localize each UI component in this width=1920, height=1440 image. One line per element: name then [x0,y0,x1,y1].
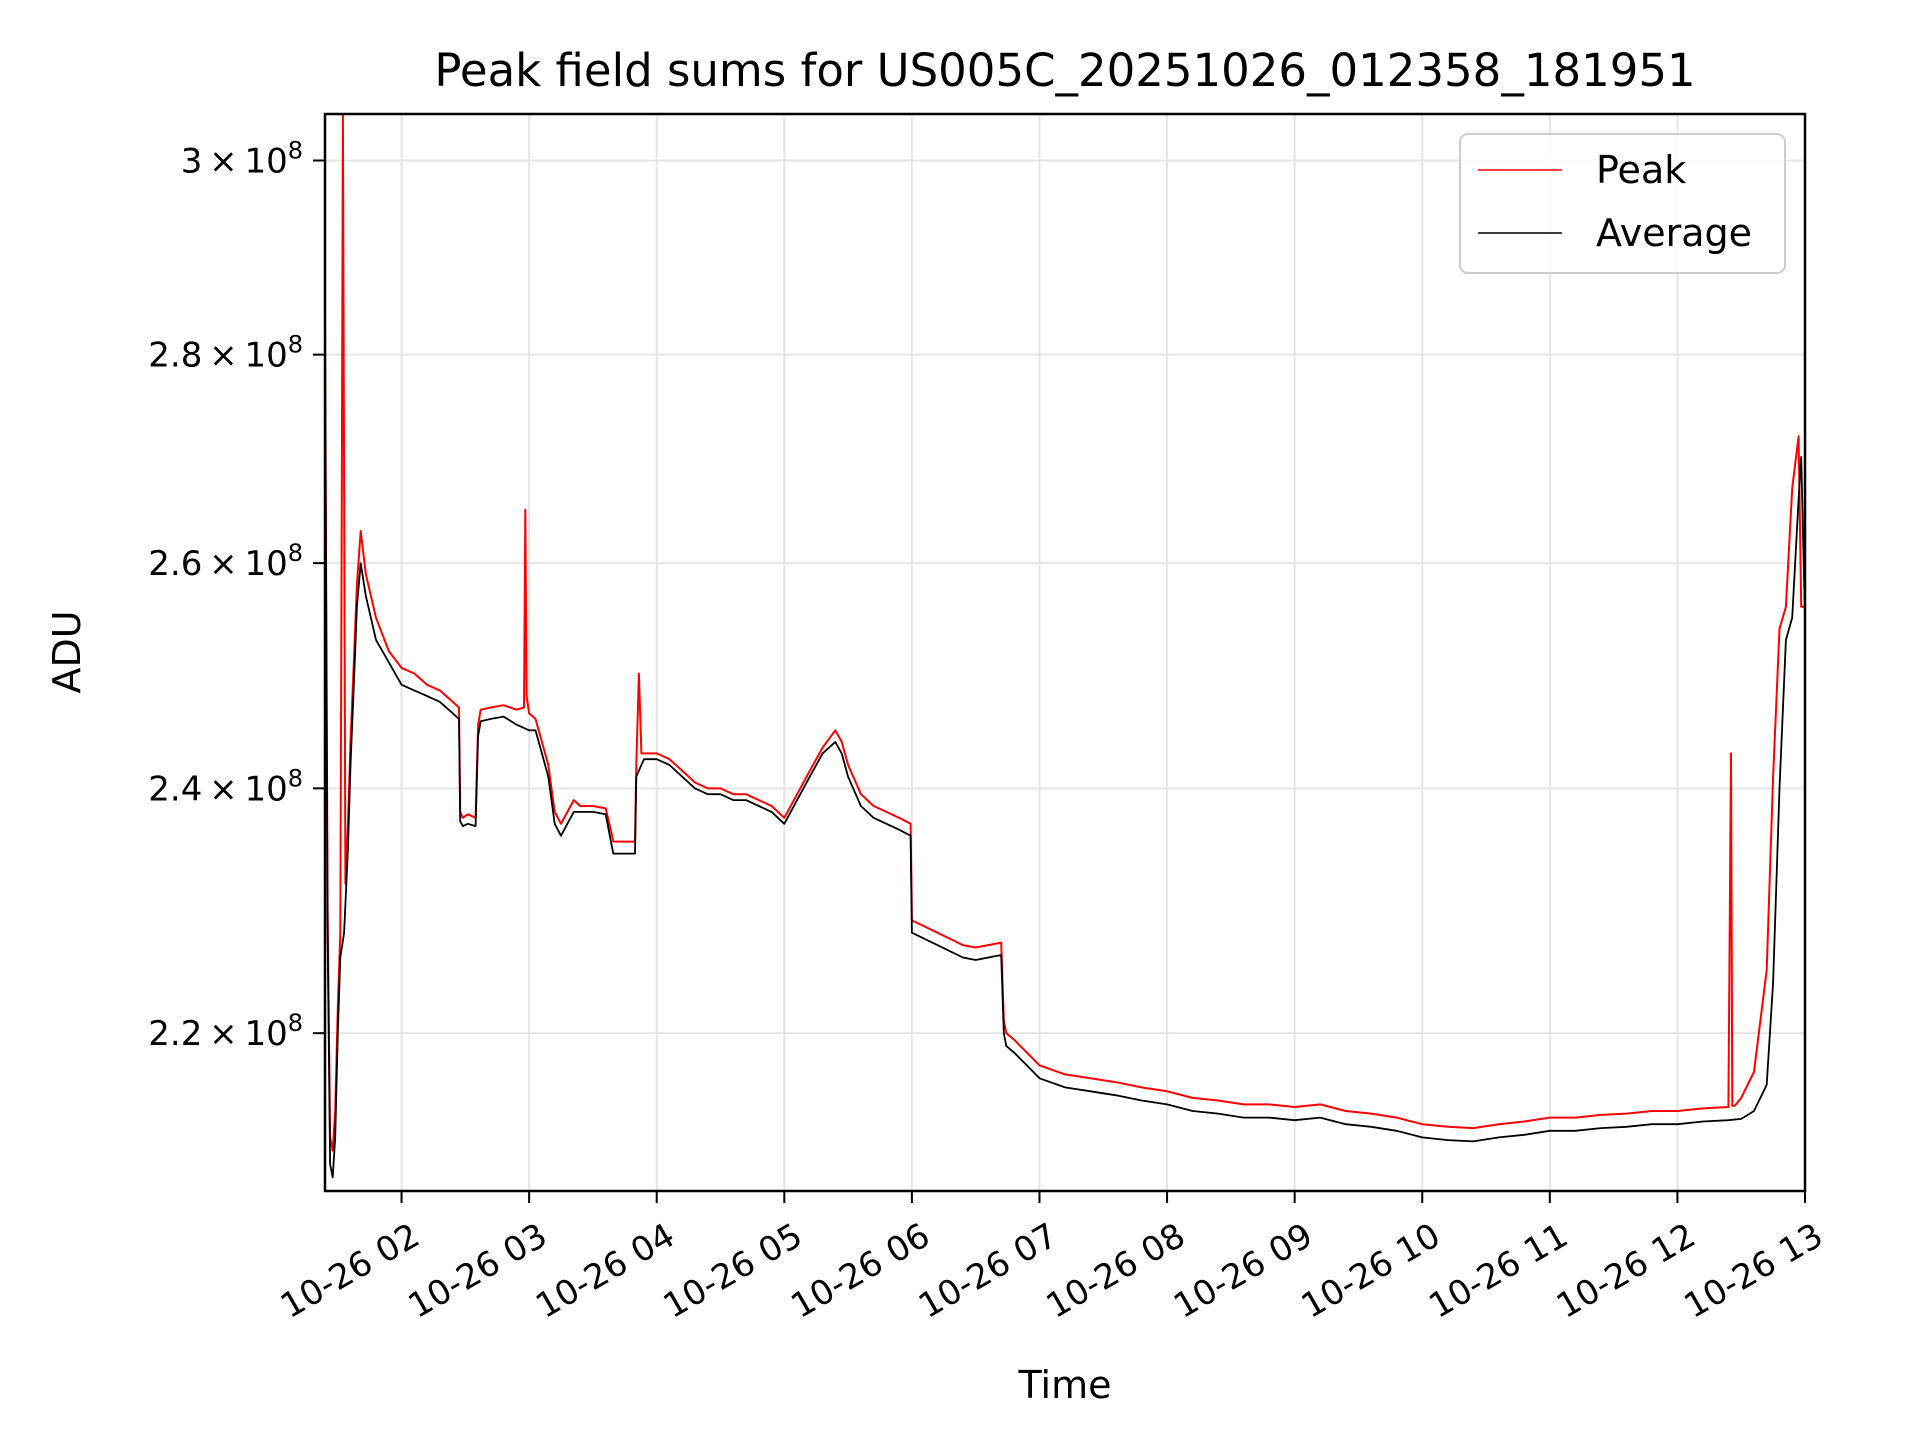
y-axis-label: ADU [45,610,89,693]
y-tick-times: × [202,142,244,182]
y-tick-times: × [202,1014,244,1054]
x-gridlines [400,114,1806,1191]
y-tick-mantissa: 2.6 [148,544,202,584]
y-tick-exponent: 8 [288,539,303,567]
y-tick-label: 2.8 × 108 [148,331,303,376]
y-tick-mantissa: 2.2 [148,1014,202,1054]
legend: Peak Average [1459,133,1786,274]
y-tick-times: × [202,336,244,376]
y-tick-base: 10 [244,336,287,376]
y-gridlines [325,159,1805,1035]
y-tick-base: 10 [244,142,287,182]
y-tick-times: × [202,769,244,809]
y-tick-exponent: 8 [288,137,303,165]
x-axis-label: Time [1018,1363,1112,1407]
y-tick-mantissa: 3 [181,142,203,182]
y-tick-exponent: 8 [288,1009,303,1037]
y-tick-mantissa: 2.8 [148,336,202,376]
y-tick-label: 2.6 × 108 [148,539,303,584]
series-layer [325,114,1805,1179]
chart-title: Peak field sums for US005C_20251026_0123… [434,44,1695,97]
y-tick-label: 2.4 × 108 [148,764,303,809]
y-tick-times: × [202,544,244,584]
y-tick-base: 10 [244,544,287,584]
series-line-peak [325,114,1805,1152]
y-tick-label: 2.2 × 108 [148,1009,303,1054]
y-tick-label: 3 × 108 [181,137,303,182]
y-tick-exponent: 8 [288,331,303,359]
y-tick-exponent: 8 [288,764,303,792]
legend-label-peak: Peak [1596,148,1686,192]
y-tick-base: 10 [244,769,287,809]
y-tick-base: 10 [244,1014,287,1054]
plot-frame [323,112,1807,1193]
legend-box [1459,133,1786,274]
series-line-average [325,334,1805,1179]
legend-label-average: Average [1596,211,1752,255]
y-tick-mantissa: 2.4 [148,769,202,809]
